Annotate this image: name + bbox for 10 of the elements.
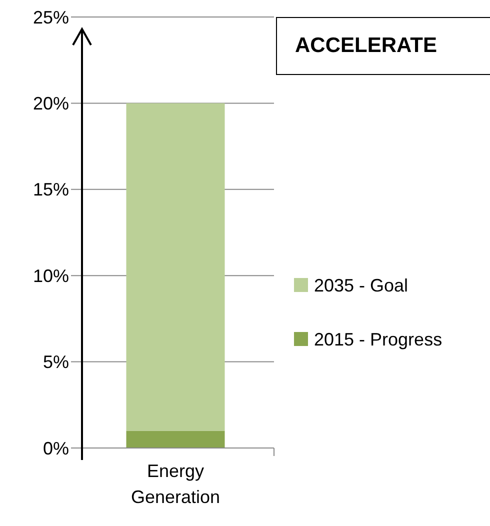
y-tick-label: 5% (42, 352, 69, 372)
x-tick-label: Energy Generation (130, 461, 220, 507)
text-box: ACCELERATE (276, 17, 490, 75)
y-tick-label: 25% (32, 7, 69, 28)
y-tick-label: 0% (42, 438, 69, 458)
y-tick-label: 15% (32, 180, 69, 200)
y-tick-label: 10% (32, 266, 69, 286)
legend-label: 2035 - Goal (314, 275, 408, 296)
legend-label: 2015 - Progress (314, 329, 442, 350)
y-tick-label: 20% (32, 94, 69, 114)
